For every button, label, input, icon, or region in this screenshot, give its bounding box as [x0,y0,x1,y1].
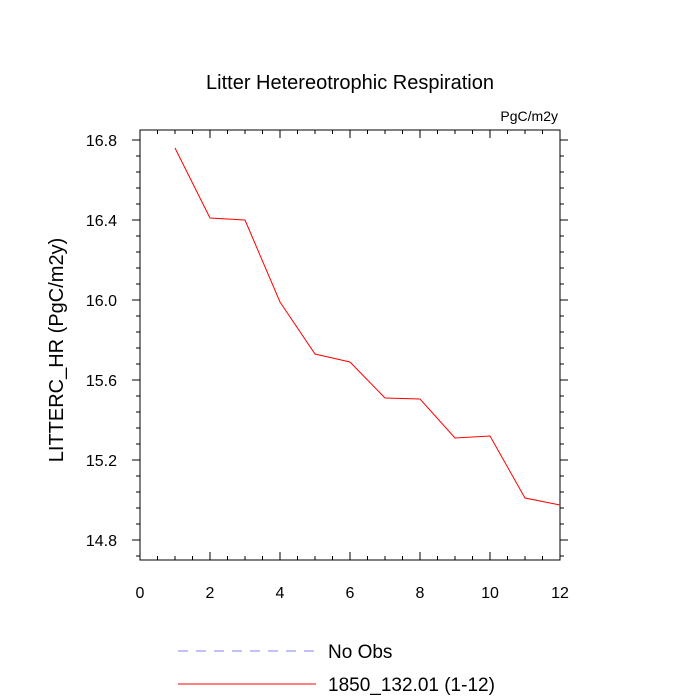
y-tick-label: 15.6 [86,373,117,390]
x-tick-label: 8 [416,585,425,602]
x-tick-label: 10 [481,585,499,602]
series-lines [174,147,561,506]
legend: No Obs 1850_132.01 (1-12) [178,642,495,696]
legend-label-series: 1850_132.01 (1-12) [328,675,495,696]
series-line [174,147,561,506]
y-tick-label: 16.0 [86,293,117,310]
chart-title: Litter Hetereotrophic Respiration [206,72,494,94]
x-tick-label: 0 [136,585,145,602]
axis-ticks [132,130,568,560]
x-tick-labels: 0 2 4 6 8 10 12 [136,585,569,602]
x-tick-label: 12 [551,585,569,602]
plot-frame [139,129,561,561]
x-tick-label: 4 [276,585,285,602]
y-tick-label: 16.8 [86,133,117,150]
y-tick-label: 15.2 [86,453,117,470]
y-axis-label: LITTERC_HR (PgC/m2y) [46,238,68,462]
units-label: PgC/m2y [500,108,558,124]
y-tick-label: 14.8 [86,533,117,550]
x-tick-label: 2 [206,585,215,602]
y-tick-label: 16.4 [86,213,117,230]
legend-label-no-obs: No Obs [328,642,392,663]
x-tick-label: 6 [346,585,355,602]
y-tick-labels: 14.8 15.2 15.6 16.0 16.4 16.8 [86,133,117,550]
